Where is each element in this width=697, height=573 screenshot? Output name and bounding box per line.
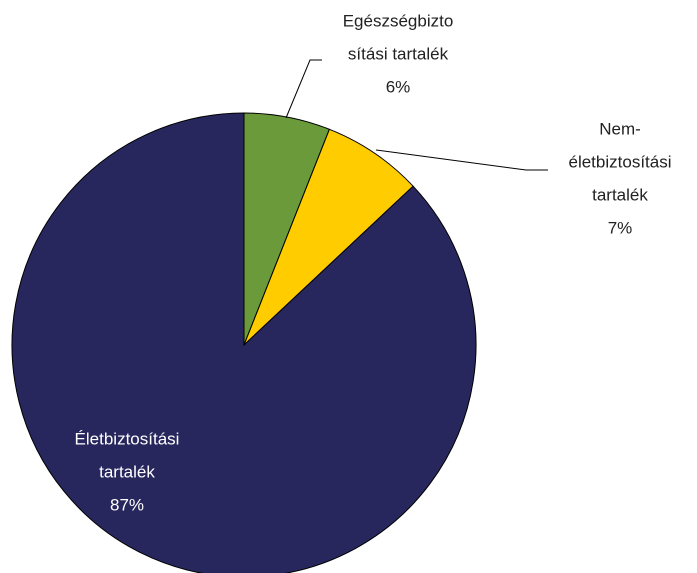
leader-line — [375, 149, 548, 171]
slice-label: tartalék — [99, 462, 155, 481]
slice-label: sítási tartalék — [348, 44, 449, 63]
slice-label: Életbiztosítási — [75, 429, 180, 448]
slice-label: tartalék — [592, 185, 648, 204]
value-label: 6% — [386, 77, 411, 96]
value-label: 7% — [608, 218, 633, 237]
leader-line — [285, 59, 322, 119]
slice-label: Egészségbizto — [343, 11, 454, 30]
slice-label: Nem- — [599, 119, 641, 138]
pie-slice — [243, 128, 414, 346]
value-label: 87% — [110, 495, 144, 514]
slice-label: életbiztosítási — [569, 152, 672, 171]
pie-slice — [11, 112, 477, 573]
